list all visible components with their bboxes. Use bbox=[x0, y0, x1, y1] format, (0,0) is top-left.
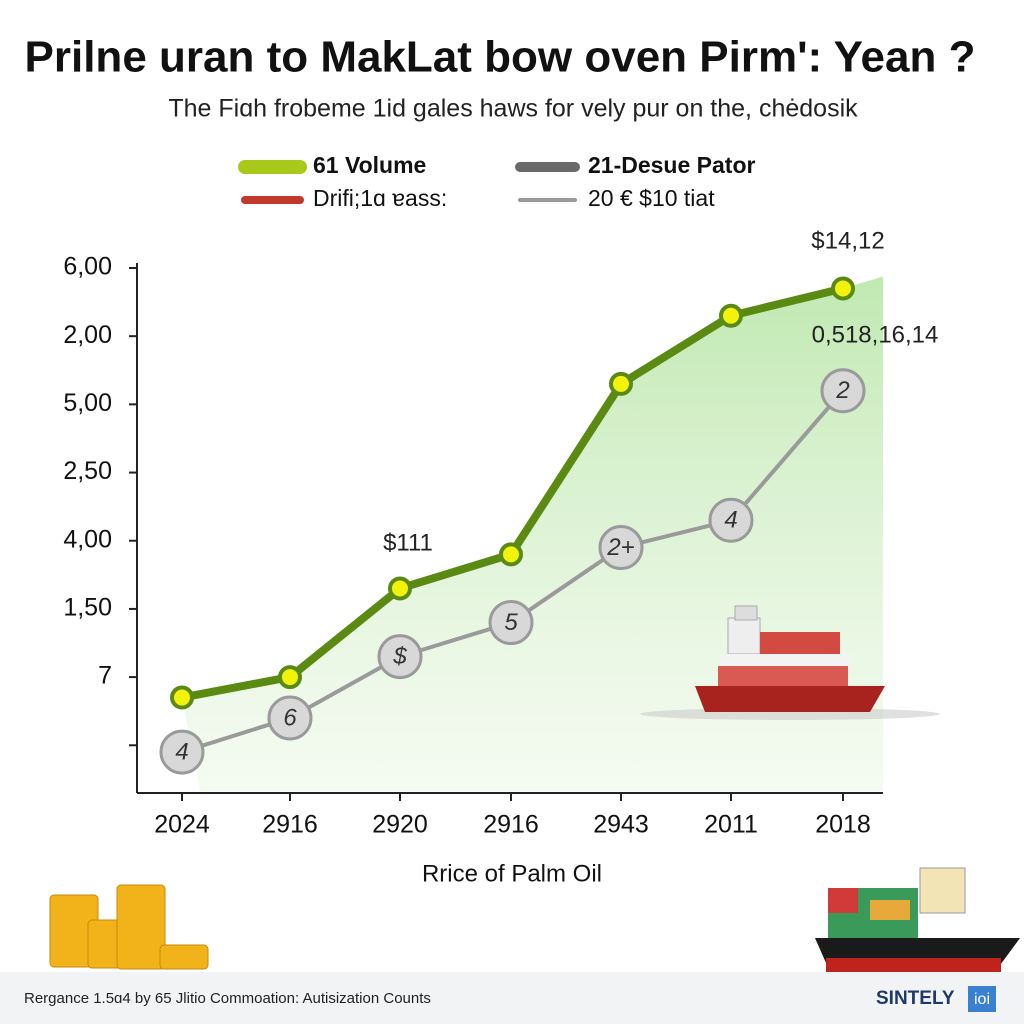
data-point bbox=[609, 371, 633, 396]
data-point bbox=[278, 665, 302, 690]
data-point bbox=[159, 729, 205, 775]
point-label: 5 bbox=[504, 609, 518, 636]
data-point bbox=[170, 685, 194, 710]
x-axis-label: Rrice of Palm Oil bbox=[422, 860, 602, 887]
x-tick-label: 2920 bbox=[372, 811, 428, 839]
point-label: 2 bbox=[835, 377, 849, 404]
chart-subtitle: The Fiɑh frobeme 1id gales haws for vely… bbox=[168, 95, 858, 123]
y-tick-label: 1,50 bbox=[63, 594, 112, 622]
data-point bbox=[388, 576, 412, 601]
data-point bbox=[708, 497, 754, 543]
annotation: $111 bbox=[383, 529, 433, 556]
footer-text: Rergance 1.5ɑ4 by 65 Jlitio Commoation: … bbox=[24, 990, 431, 1007]
annotation: $14,12 bbox=[811, 227, 884, 254]
x-tick-label: 2024 bbox=[154, 811, 210, 839]
brand: SINTELY bbox=[876, 988, 955, 1009]
point-label: 6 bbox=[283, 704, 297, 731]
ship-illustration-2 bbox=[815, 867, 1020, 972]
x-tick-label: 2943 bbox=[593, 811, 649, 839]
point-label: 2+ bbox=[606, 534, 634, 561]
y-tick-label: 2,00 bbox=[63, 321, 112, 349]
data-point bbox=[377, 634, 423, 680]
point-label: 4 bbox=[724, 507, 737, 534]
coins-illustration bbox=[49, 884, 209, 970]
ship-illustration bbox=[640, 605, 940, 720]
brand-badge: ioi bbox=[974, 991, 990, 1008]
x-tick-label: 2011 bbox=[704, 811, 758, 839]
x-tick-label: 2916 bbox=[483, 811, 539, 839]
legend-label: Drifi;1ɑ ɐass: bbox=[313, 185, 447, 211]
plot-area: 7 1,50 4,00 2,50 5,00 2,00 6,00 2024 2916 2920 291… bbox=[63, 227, 938, 838]
chart-title: Prilne uran to MakLat bow oven Pirm': Ye… bbox=[25, 33, 976, 82]
legend-label: 21-Desue Pator bbox=[588, 152, 756, 178]
area-fill bbox=[182, 276, 883, 791]
point-label: $ bbox=[392, 643, 407, 670]
brand-badge-bg bbox=[968, 986, 996, 1012]
y-tick-label: 5,00 bbox=[63, 389, 112, 417]
data-point bbox=[719, 303, 743, 328]
data-point bbox=[499, 542, 523, 567]
x-tick-label: 2018 bbox=[815, 811, 871, 839]
data-point bbox=[488, 600, 534, 646]
legend-label: 61 Volume bbox=[313, 152, 426, 178]
data-point bbox=[831, 276, 855, 301]
annotation: 0,518,16,14 bbox=[812, 321, 939, 348]
data-point bbox=[820, 368, 866, 414]
y-tick-label: 4,00 bbox=[63, 525, 112, 553]
y-tick-label: 2,50 bbox=[63, 457, 112, 485]
data-point bbox=[598, 525, 644, 571]
footer-bar bbox=[0, 972, 1024, 1024]
x-tick-label: 2916 bbox=[262, 811, 318, 839]
y-tick-label: 6,00 bbox=[63, 253, 112, 281]
legend-label: 20 € $10 tiat bbox=[588, 185, 715, 211]
data-point bbox=[267, 695, 313, 741]
y-tick-label: 7 bbox=[98, 662, 112, 690]
point-label: 4 bbox=[175, 738, 188, 765]
